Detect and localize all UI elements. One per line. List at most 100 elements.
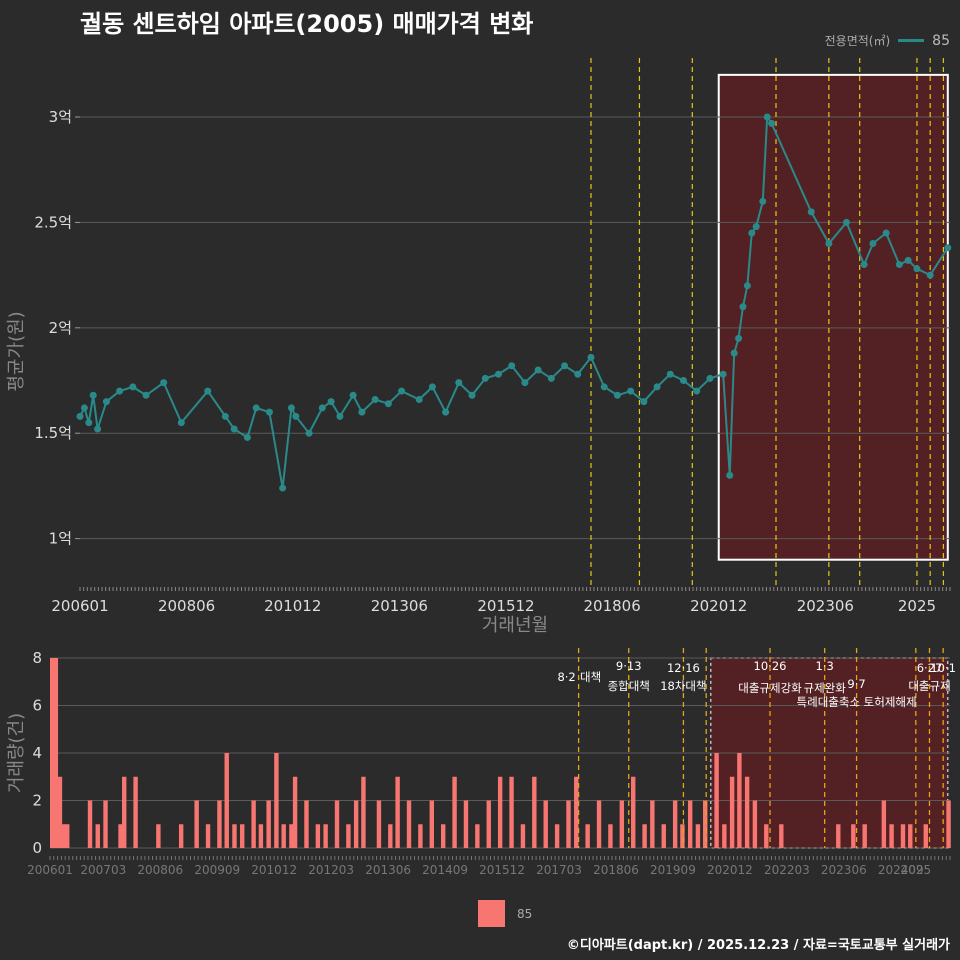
price-point bbox=[730, 349, 738, 357]
volume-bar bbox=[908, 824, 913, 848]
price-point bbox=[371, 395, 379, 403]
price-point bbox=[481, 374, 489, 382]
x-tick-label: 200703 bbox=[80, 863, 126, 877]
x-axis-title: 거래년월 bbox=[482, 615, 548, 636]
chart-title: 궐동 센트하임 아파트(2005) 매매가격 변화 bbox=[80, 10, 534, 38]
price-point bbox=[80, 404, 88, 412]
volume-bar bbox=[353, 800, 359, 848]
price-point bbox=[842, 218, 850, 226]
price-point bbox=[882, 229, 890, 237]
price-point bbox=[327, 398, 335, 406]
price-point bbox=[318, 404, 326, 412]
volume-bar bbox=[240, 824, 245, 848]
legend-bar-swatch bbox=[478, 900, 505, 927]
price-point bbox=[600, 383, 608, 391]
volume-bar bbox=[703, 800, 708, 848]
volume-bar bbox=[543, 800, 548, 848]
price-point bbox=[415, 395, 423, 403]
volume-bar bbox=[881, 800, 887, 848]
price-point bbox=[534, 366, 542, 374]
price-point bbox=[204, 387, 212, 395]
volume-bar bbox=[440, 824, 446, 848]
volume-bar bbox=[642, 824, 647, 848]
volume-bar bbox=[251, 800, 256, 848]
price-point bbox=[739, 303, 747, 311]
legend-top: 전용면적(㎡) 85 bbox=[825, 32, 950, 49]
volume-bar bbox=[87, 800, 93, 848]
volume-bar bbox=[292, 776, 298, 848]
x-tick-label: 201703 bbox=[536, 863, 582, 877]
volume-bar bbox=[475, 824, 480, 848]
price-point bbox=[358, 408, 366, 416]
volume-bar bbox=[95, 824, 100, 848]
price-point bbox=[221, 412, 229, 420]
volume-bar bbox=[376, 800, 382, 848]
volume-bar bbox=[258, 824, 264, 848]
volume-bar bbox=[836, 824, 841, 848]
x-tick-label: 201306 bbox=[371, 597, 428, 615]
volume-bar bbox=[217, 800, 222, 848]
policy-label: 대출규제강화 bbox=[738, 681, 802, 695]
price-point bbox=[292, 412, 300, 420]
price-point bbox=[243, 433, 251, 441]
price-point bbox=[116, 387, 124, 395]
volume-bar bbox=[722, 824, 727, 848]
price-point bbox=[904, 256, 912, 264]
price-point bbox=[679, 377, 687, 385]
y-tick-label: 1억 bbox=[49, 530, 72, 548]
policy-date: 9·13 bbox=[616, 659, 642, 673]
price-point bbox=[508, 362, 516, 370]
volume-bar bbox=[486, 800, 491, 848]
price-point bbox=[860, 261, 868, 269]
volume-bar bbox=[737, 753, 742, 848]
y-tick-label: 4 bbox=[32, 744, 42, 762]
x-tick-label: 200601 bbox=[27, 863, 73, 877]
x-tick-label: 202409 bbox=[878, 863, 924, 877]
legend-bottom: 85 bbox=[478, 900, 532, 927]
price-point bbox=[85, 419, 93, 427]
price-point bbox=[287, 404, 295, 412]
x-tick-label: 201306 bbox=[365, 863, 411, 877]
price-point bbox=[89, 391, 97, 399]
volume-bar bbox=[532, 776, 537, 848]
volume-bar bbox=[57, 776, 63, 848]
price-point bbox=[768, 119, 776, 127]
price-point bbox=[869, 240, 877, 248]
price-point bbox=[494, 370, 502, 378]
price-point bbox=[944, 244, 952, 252]
price-point bbox=[521, 379, 529, 387]
price-point bbox=[706, 374, 714, 382]
x-tick-label: 201409 bbox=[422, 863, 468, 877]
x-tick-label: 201203 bbox=[308, 863, 354, 877]
policy-label: 종합대책 bbox=[608, 679, 650, 693]
x-tick-label: 202012 bbox=[707, 863, 753, 877]
volume-bar bbox=[224, 753, 229, 848]
policy-date: 9·7 bbox=[847, 677, 865, 691]
volume-bar bbox=[103, 800, 108, 848]
volume-bar bbox=[764, 824, 769, 848]
x-tick-label: 200806 bbox=[137, 863, 183, 877]
price-point bbox=[305, 429, 313, 437]
price-point bbox=[763, 113, 771, 121]
x-tick-label: 202203 bbox=[764, 863, 810, 877]
volume-bar bbox=[53, 658, 59, 848]
price-point bbox=[102, 398, 110, 406]
volume-bar bbox=[304, 800, 309, 848]
price-point bbox=[627, 387, 635, 395]
price-point bbox=[384, 400, 392, 408]
volume-bar bbox=[61, 824, 66, 848]
price-point bbox=[94, 425, 102, 433]
y-tick-label: 2.5억 bbox=[34, 213, 72, 231]
legend-line-swatch bbox=[898, 39, 925, 42]
volume-bar bbox=[596, 800, 602, 848]
volume-bar bbox=[395, 776, 400, 848]
price-point bbox=[719, 370, 727, 378]
price-point bbox=[640, 398, 648, 406]
price-point bbox=[398, 387, 406, 395]
volume-bar bbox=[232, 824, 237, 848]
x-tick-label: 201512 bbox=[479, 863, 525, 877]
policy-date: 12·16 bbox=[667, 661, 700, 675]
volume-bar bbox=[429, 800, 434, 848]
policy-date: 10·26 bbox=[754, 659, 787, 673]
y-tick-label: 3억 bbox=[49, 108, 72, 126]
